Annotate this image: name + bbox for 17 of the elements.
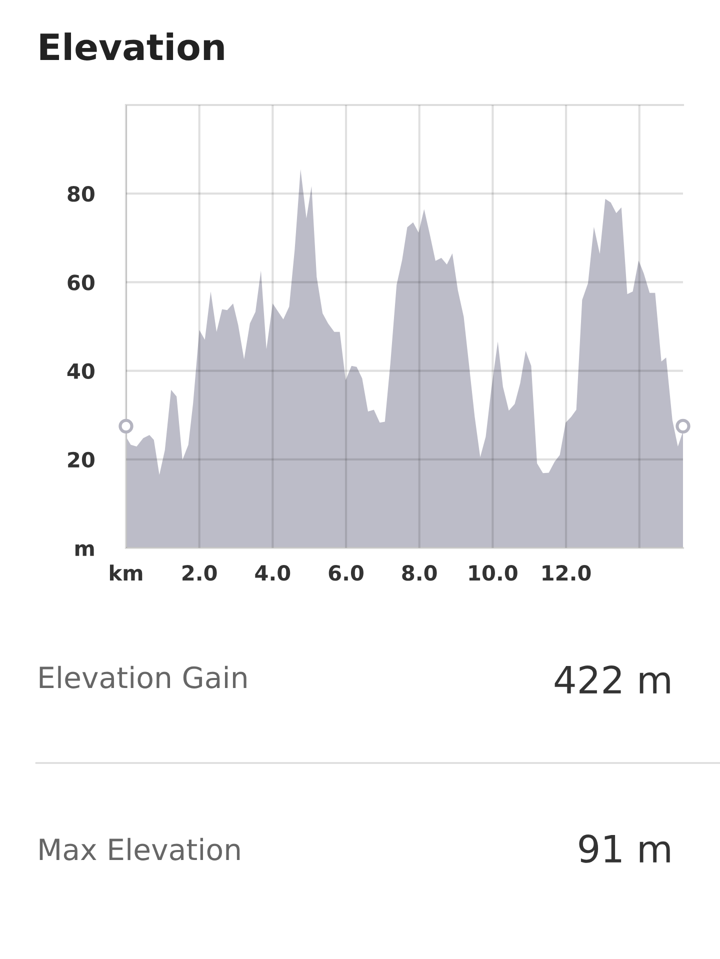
text: Elevation Gain (40, 666, 246, 688)
y-tick-label: 80 (68, 186, 94, 202)
x-tick-label: km (110, 564, 142, 580)
text: 422 m (554, 666, 670, 694)
y-tick-label: 40 (67, 363, 94, 380)
y-tick-label: 60 (68, 274, 94, 290)
y-tick-label: 20 (68, 452, 94, 468)
chart-title: Elevation (40, 32, 224, 60)
x-tick-label: 4.0 (255, 565, 290, 581)
text: 91 m (579, 834, 670, 863)
x-tick-label: 10.0 (469, 565, 518, 581)
x-tick-label: 2.0 (182, 565, 217, 581)
x-tick-label: 6.0 (328, 565, 364, 581)
y-tick-label: m (75, 544, 94, 556)
x-tick-label: 8.0 (402, 565, 437, 581)
text: Max Elevation (40, 838, 240, 860)
x-tick-label: 12.0 (542, 565, 591, 581)
